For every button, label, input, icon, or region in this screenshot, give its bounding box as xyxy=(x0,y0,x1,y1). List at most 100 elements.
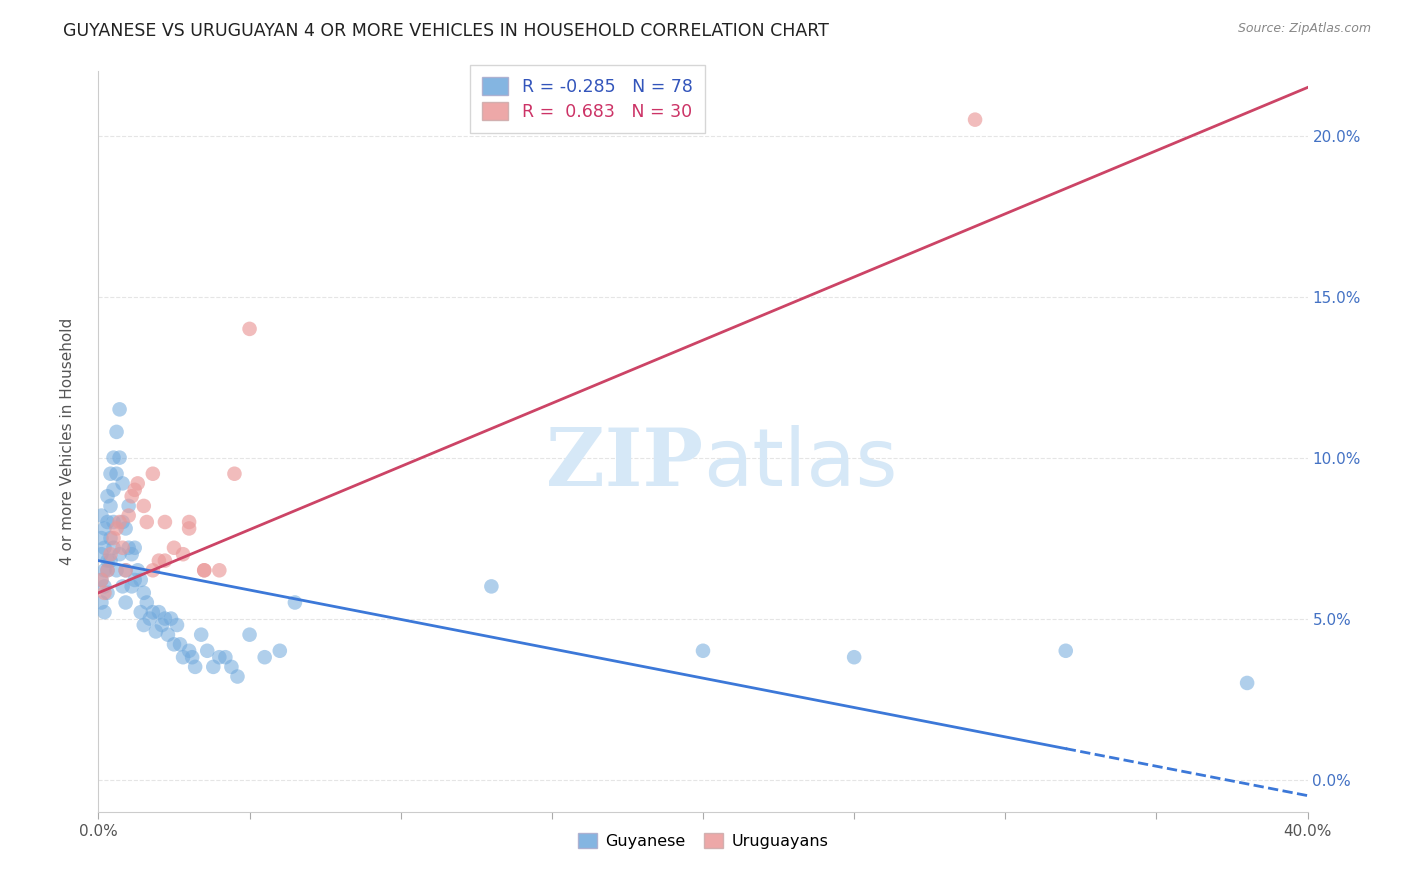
Point xyxy=(114,595,136,609)
Point xyxy=(135,595,157,609)
Point xyxy=(1054,644,1077,658)
Text: Source: ZipAtlas.com: Source: ZipAtlas.com xyxy=(1237,22,1371,36)
Point xyxy=(103,531,125,545)
Legend: Guyanese, Uruguayans: Guyanese, Uruguayans xyxy=(571,827,835,855)
Point xyxy=(239,628,262,642)
Point xyxy=(184,660,207,674)
Point xyxy=(96,515,118,529)
Point xyxy=(93,521,115,535)
Point xyxy=(93,579,115,593)
Y-axis label: 4 or more Vehicles in Household: 4 or more Vehicles in Household xyxy=(60,318,75,566)
Point xyxy=(153,554,176,568)
Point xyxy=(114,563,136,577)
Point xyxy=(239,322,262,336)
Point xyxy=(114,563,136,577)
Point xyxy=(166,618,188,632)
Point xyxy=(150,618,173,632)
Point xyxy=(93,541,115,555)
Point xyxy=(169,637,191,651)
Point xyxy=(108,547,131,561)
Point xyxy=(90,547,112,561)
Point xyxy=(127,476,149,491)
Point xyxy=(100,554,122,568)
Point xyxy=(111,541,134,555)
Point xyxy=(269,644,291,658)
Point xyxy=(105,563,128,577)
Point xyxy=(96,563,118,577)
Point xyxy=(160,611,183,625)
Point xyxy=(103,515,125,529)
Point xyxy=(111,476,134,491)
Point xyxy=(132,499,155,513)
Text: GUYANESE VS URUGUAYAN 4 OR MORE VEHICLES IN HOUSEHOLD CORRELATION CHART: GUYANESE VS URUGUAYAN 4 OR MORE VEHICLES… xyxy=(63,22,830,40)
Text: atlas: atlas xyxy=(703,425,897,503)
Point xyxy=(108,450,131,465)
Point xyxy=(148,554,170,568)
Point xyxy=(193,563,215,577)
Point xyxy=(111,515,134,529)
Point xyxy=(481,579,503,593)
Point xyxy=(103,483,125,497)
Point xyxy=(142,605,165,619)
Point xyxy=(692,644,714,658)
Point xyxy=(142,563,165,577)
Point xyxy=(114,521,136,535)
Point xyxy=(214,650,236,665)
Point xyxy=(153,515,176,529)
Point xyxy=(135,515,157,529)
Point xyxy=(156,628,179,642)
Point xyxy=(221,660,243,674)
Point xyxy=(190,628,212,642)
Point xyxy=(253,650,276,665)
Point xyxy=(124,573,146,587)
Point xyxy=(100,547,122,561)
Point xyxy=(90,531,112,545)
Point xyxy=(118,541,141,555)
Point xyxy=(1236,676,1258,690)
Point xyxy=(90,508,112,523)
Point xyxy=(105,467,128,481)
Point xyxy=(965,112,987,127)
Point xyxy=(172,547,194,561)
Point xyxy=(121,579,143,593)
Point xyxy=(103,541,125,555)
Point xyxy=(105,425,128,439)
Point xyxy=(208,563,231,577)
Point xyxy=(100,499,122,513)
Point xyxy=(121,489,143,503)
Point xyxy=(139,611,162,625)
Point xyxy=(226,669,249,683)
Point xyxy=(179,521,201,535)
Point xyxy=(181,650,204,665)
Point xyxy=(127,563,149,577)
Point xyxy=(142,467,165,481)
Point xyxy=(844,650,866,665)
Point xyxy=(93,563,115,577)
Point xyxy=(96,554,118,568)
Point xyxy=(284,595,307,609)
Point xyxy=(148,605,170,619)
Point xyxy=(179,515,201,529)
Point xyxy=(100,467,122,481)
Point xyxy=(118,499,141,513)
Point xyxy=(108,515,131,529)
Point xyxy=(172,650,194,665)
Point xyxy=(163,541,186,555)
Point xyxy=(132,586,155,600)
Point xyxy=(145,624,167,639)
Point xyxy=(202,660,225,674)
Point xyxy=(163,637,186,651)
Point xyxy=(195,644,218,658)
Point xyxy=(111,579,134,593)
Point xyxy=(118,508,141,523)
Point xyxy=(96,586,118,600)
Point xyxy=(121,547,143,561)
Point xyxy=(179,644,201,658)
Point xyxy=(129,605,152,619)
Point xyxy=(90,573,112,587)
Point xyxy=(96,563,118,577)
Point xyxy=(96,489,118,503)
Point xyxy=(129,573,152,587)
Point xyxy=(108,402,131,417)
Point xyxy=(193,563,215,577)
